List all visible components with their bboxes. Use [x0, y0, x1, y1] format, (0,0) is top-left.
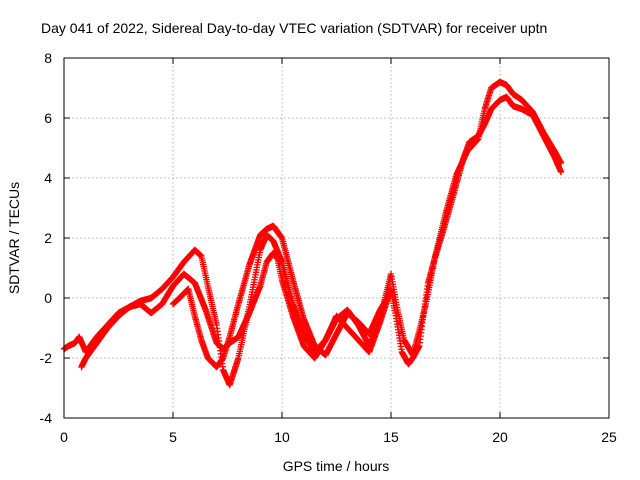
x-tick-label: 10 [274, 429, 290, 445]
x-tick-label: 15 [383, 429, 399, 445]
x-tick-label: 0 [60, 429, 68, 445]
y-tick-label: -4 [40, 410, 53, 426]
y-tick-label: 6 [44, 110, 52, 126]
data-point [557, 159, 565, 167]
y-tick-label: 8 [44, 50, 52, 66]
series-track-c [169, 222, 395, 371]
y-tick-label: 2 [44, 230, 52, 246]
series-track-b [78, 78, 565, 389]
chart-title: Day 041 of 2022, Sidereal Day-to-day VTE… [41, 20, 547, 36]
data-points [60, 78, 565, 389]
series-track-a [60, 93, 565, 368]
data-point [387, 288, 395, 296]
grid [64, 58, 609, 418]
axis-ticks: 0 5 10 15 20 25 -4 -2 0 2 4 6 8 [40, 50, 617, 445]
x-tick-label: 20 [492, 429, 508, 445]
x-tick-label: 5 [169, 429, 177, 445]
x-axis-label: GPS time / hours [283, 458, 390, 474]
y-tick-label: -2 [40, 350, 53, 366]
x-tick-label: 25 [601, 429, 617, 445]
y-tick-label: 4 [44, 170, 52, 186]
data-point [557, 168, 565, 176]
y-tick-label: 0 [44, 290, 52, 306]
y-axis-label: SDTVAR / TECUs [6, 182, 22, 294]
